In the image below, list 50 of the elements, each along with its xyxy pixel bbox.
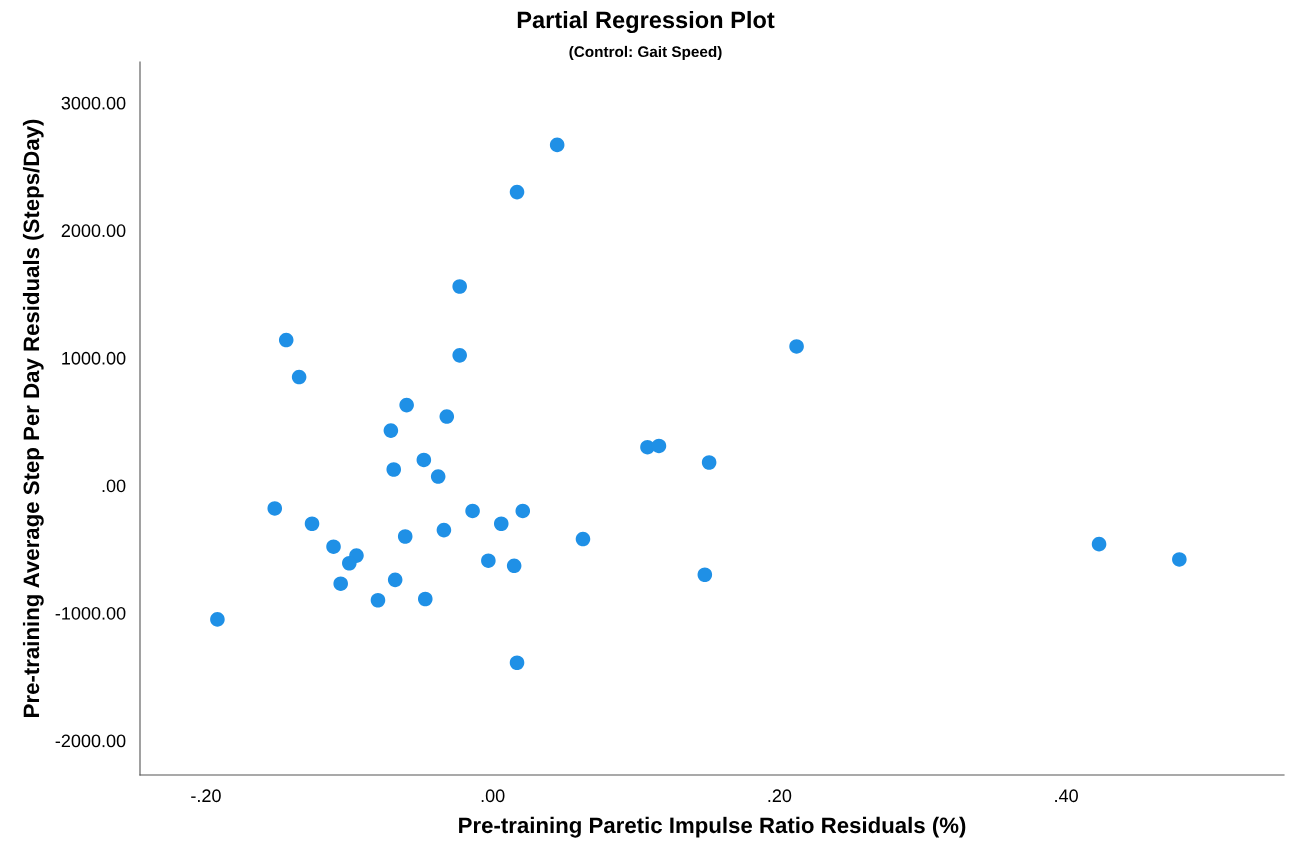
point: [333, 576, 348, 591]
y-tick-label: 3000.00: [61, 96, 126, 110]
point: [506, 558, 522, 574]
point: [465, 503, 480, 519]
point: [416, 452, 432, 468]
point: [267, 501, 283, 516]
point: [515, 503, 531, 519]
point: [439, 409, 455, 424]
point: [509, 655, 525, 671]
point: [430, 469, 446, 484]
x-tick-label: .00: [481, 789, 505, 803]
y-tick-label: 2000.00: [61, 224, 126, 238]
point: [651, 438, 667, 454]
point: [1091, 536, 1107, 552]
point: [509, 184, 525, 200]
y-tick-label: .00: [102, 479, 126, 493]
point: [549, 137, 565, 153]
point: [383, 423, 399, 438]
point: [397, 529, 413, 544]
point: [575, 531, 591, 547]
point: [399, 397, 414, 413]
point: [278, 332, 294, 348]
chart-subtitle: (Control: Gait Speed): [569, 45, 722, 61]
y-tick-label: 1000.00: [62, 351, 126, 365]
y-tick-label: -2000.00: [55, 734, 126, 748]
point: [701, 455, 717, 470]
point: [291, 369, 307, 385]
point: [436, 522, 452, 538]
point: [452, 279, 467, 294]
x-tick-label: .40: [1055, 789, 1078, 803]
point: [304, 516, 320, 532]
point: [342, 555, 357, 571]
chart-title: Partial Regression Plot: [517, 10, 775, 34]
point: [386, 462, 402, 477]
y-axis-title: Pre-training Average Step Per Day Residuals (Steps/Day): [22, 119, 44, 717]
point: [387, 572, 403, 588]
point: [210, 612, 225, 627]
x-tick-label: .20: [768, 789, 792, 803]
point: [789, 339, 804, 354]
point: [481, 553, 496, 568]
point: [418, 591, 433, 607]
point: [370, 592, 386, 608]
y-tick-label: -1000.00: [55, 606, 126, 620]
point: [1172, 552, 1187, 567]
point: [493, 516, 509, 532]
point: [697, 567, 713, 583]
x-axis-title: Pre-training Paretic Impulse Ratio Residuals (%): [459, 816, 966, 838]
point: [452, 348, 467, 363]
x-tick-label: -.20: [191, 789, 221, 803]
point: [326, 539, 341, 554]
